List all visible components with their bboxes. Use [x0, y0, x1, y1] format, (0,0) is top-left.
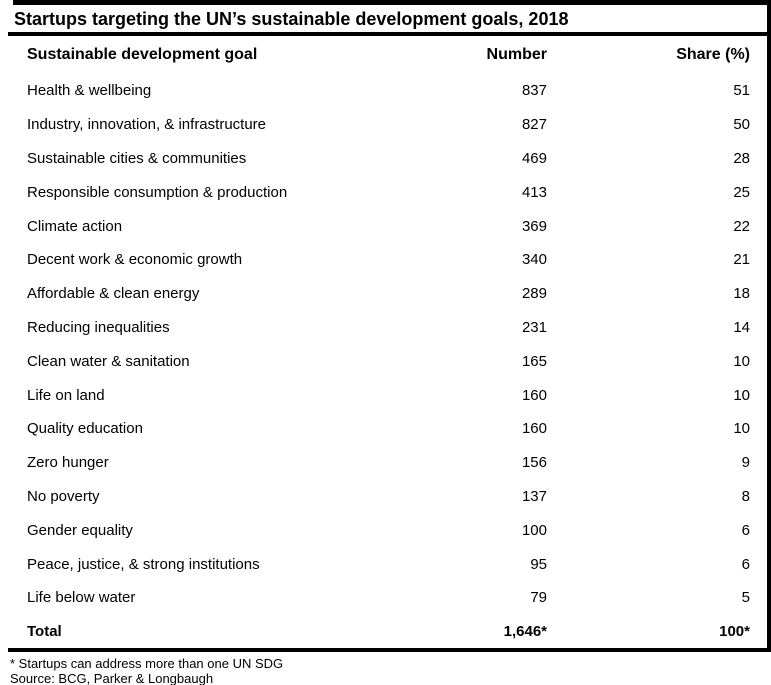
share-cell: 25: [733, 183, 750, 201]
table-row: Life on land 160 10: [0, 378, 771, 412]
col-header-number: Number: [486, 46, 547, 63]
goal-cell: Reducing inequalities: [27, 318, 170, 336]
share-cell: 51: [733, 82, 750, 100]
share-cell: 10: [733, 420, 750, 438]
table-row: Quality education 160 10: [0, 412, 771, 446]
footnotes: * Startups can address more than one UN …: [0, 652, 771, 685]
number-cell: 469: [521, 149, 547, 167]
goal-cell: Health & wellbeing: [27, 82, 152, 100]
number-cell: 100: [521, 521, 547, 539]
total-number: 1,646*: [503, 622, 547, 640]
number-cell: 79: [530, 589, 547, 607]
table-row: Peace, justice, & strong institutions 95…: [0, 547, 771, 581]
total-label: Total: [27, 622, 62, 640]
goal-cell: Peace, justice, & strong institutions: [27, 555, 260, 573]
share-cell: 50: [733, 116, 750, 134]
number-cell: 95: [530, 555, 547, 573]
table-row: Health & wellbeing 837 51: [0, 74, 771, 108]
share-cell: 10: [733, 352, 750, 370]
exhibit-title: Startups targeting the UN’s sustainable …: [14, 9, 569, 29]
number-cell: 340: [521, 251, 547, 269]
footnote-source: Source: BCG, Parker & Longbaugh: [10, 670, 214, 685]
number-cell: 369: [521, 217, 547, 235]
share-cell: 14: [733, 318, 750, 336]
sdg-table: Sustainable development goal Number Shar…: [0, 36, 771, 648]
goal-cell: Industry, innovation, & infrastructure: [27, 116, 267, 134]
header-row: Sustainable development goal Number Shar…: [0, 36, 771, 74]
col-header-share: Share (%): [676, 46, 750, 63]
goal-cell: Life below water: [27, 589, 136, 607]
number-cell: 160: [521, 420, 547, 438]
table-row: Reducing inequalities 231 14: [0, 311, 771, 345]
goal-cell: Sustainable cities & communities: [27, 149, 247, 167]
number-cell: 160: [521, 386, 547, 404]
footnote-asterisk: * Startups can address more than one UN …: [10, 655, 284, 671]
number-cell: 231: [521, 318, 547, 336]
number-cell: 827: [521, 116, 547, 134]
table-row: Industry, innovation, & infrastructure 8…: [0, 108, 771, 142]
table-row: Decent work & economic growth 340 21: [0, 243, 771, 277]
share-cell: 18: [733, 285, 750, 303]
number-cell: 413: [521, 183, 547, 201]
table-row: Sustainable cities & communities 469 28: [0, 142, 771, 176]
goal-cell: Responsible consumption & production: [27, 183, 288, 201]
table-row: Gender equality 100 6: [0, 513, 771, 547]
goal-cell: Gender equality: [27, 521, 133, 539]
total-row: Total 1,646* 100*: [0, 615, 771, 648]
goal-cell: Climate action: [27, 217, 123, 235]
goal-cell: Affordable & clean energy: [27, 285, 200, 303]
table-row: Zero hunger 156 9: [0, 446, 771, 480]
goal-cell: Decent work & economic growth: [27, 251, 243, 269]
share-cell: 21: [733, 251, 750, 269]
goal-cell: Clean water & sanitation: [27, 352, 190, 370]
right-border-bar: [767, 0, 771, 652]
table-row: No poverty 137 8: [0, 480, 771, 514]
table-body: Health & wellbeing 837 51 Industry, inno…: [0, 74, 771, 615]
number-cell: 837: [521, 82, 547, 100]
table-row: Life below water 79 5: [0, 581, 771, 615]
title-divider-rule: [8, 32, 771, 36]
goal-cell: Life on land: [27, 386, 105, 404]
table-row: Responsible consumption & production 413…: [0, 175, 771, 209]
table-row: Clean water & sanitation 165 10: [0, 344, 771, 378]
share-cell: 22: [733, 217, 750, 235]
table-row: Affordable & clean energy 289 18: [0, 277, 771, 311]
share-cell: 6: [741, 555, 750, 573]
share-cell: 28: [733, 149, 750, 167]
col-header-goal: Sustainable development goal: [27, 46, 258, 63]
share-cell: 5: [741, 589, 750, 607]
number-cell: 289: [521, 285, 547, 303]
table-row: Climate action 369 22: [0, 209, 771, 243]
bottom-divider-rule: [8, 647, 771, 652]
number-cell: 137: [521, 487, 547, 505]
number-cell: 156: [521, 454, 547, 472]
total-share: 100*: [719, 622, 750, 640]
number-cell: 165: [521, 352, 547, 370]
share-cell: 10: [733, 386, 750, 404]
share-cell: 6: [741, 521, 750, 539]
goal-cell: Quality education: [27, 420, 143, 438]
share-cell: 9: [741, 454, 750, 472]
goal-cell: No poverty: [27, 487, 100, 505]
top-border-bar: [13, 0, 771, 5]
share-cell: 8: [741, 487, 750, 505]
goal-cell: Zero hunger: [27, 454, 109, 472]
